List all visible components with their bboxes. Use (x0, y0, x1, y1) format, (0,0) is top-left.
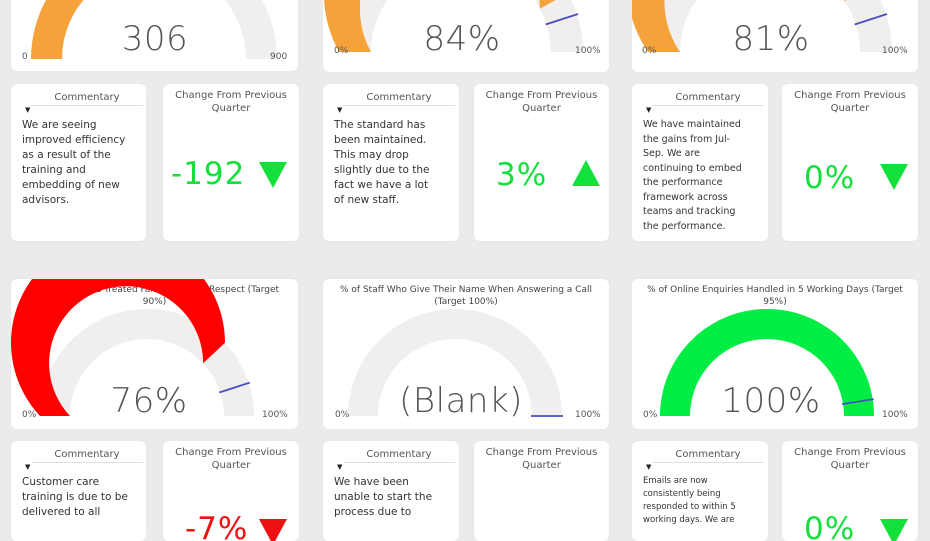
change-title: Change From Previous Quarter (175, 447, 287, 471)
gauge-card-bottom-1[interactable]: % of Customers Treated Fairly and with R… (11, 279, 298, 429)
change-card-6[interactable]: Change From Previous Quarter 0% (782, 441, 918, 541)
commentary-card-1[interactable]: Commentary ▼ We are seeing improved effi… (11, 84, 146, 241)
change-card-5[interactable]: Change From Previous Quarter (474, 441, 609, 541)
gauge-min-label: 0% (642, 46, 657, 56)
change-value: -7% (185, 511, 249, 541)
change-value: 0% (804, 511, 856, 541)
gauge-fill (324, 0, 556, 52)
gauge-fill (11, 279, 225, 416)
caret-down-icon[interactable]: ▼ (646, 106, 652, 114)
gauge-max-label: 100% (882, 410, 908, 420)
commentary-text: The standard has been maintained. This m… (334, 119, 430, 206)
caret-down-icon[interactable]: ▼ (646, 463, 652, 471)
caret-down-icon[interactable]: ▼ (25, 106, 31, 114)
gauge-max-label: 100% (882, 46, 908, 56)
down-arrow-icon (880, 164, 908, 190)
gauge-chart (632, 0, 892, 52)
gauge-card-bottom-3[interactable]: % of Online Enquiries Handled in 5 Worki… (632, 279, 918, 429)
gauge-min-label: 0% (335, 410, 350, 420)
change-card-4[interactable]: Change From Previous Quarter -7% (163, 441, 299, 541)
change-title: Change From Previous Quarter (794, 447, 906, 471)
gauge-target-marker (545, 13, 579, 26)
gauge-max-label: 100% (262, 410, 288, 420)
commentary-card-6[interactable]: Commentary ▼ Emails are now consistently… (632, 441, 768, 541)
gauge-target-marker (854, 13, 888, 26)
gauge-title: % of Online Enquiries Handled in 5 Worki… (647, 285, 903, 307)
gauge-track (348, 308, 562, 416)
gauge-value: 306 (121, 19, 189, 59)
change-value: -192 (171, 156, 246, 192)
gauge-value: 76% (110, 381, 188, 421)
gauge-max-label: 900 (270, 52, 288, 62)
gauge-fill (660, 308, 874, 416)
change-title: Change From Previous Quarter (485, 90, 598, 114)
gauge-target-marker (219, 381, 250, 394)
down-arrow-icon (259, 519, 287, 541)
commentary-card-3[interactable]: Commentary ▼ We have maintained the gain… (632, 84, 768, 241)
commentary-header: Commentary (652, 449, 764, 463)
commentary-text: We have maintained the gains from Jul-Se… (643, 119, 742, 232)
commentary-header: Commentary (343, 449, 455, 463)
commentary-card-4[interactable]: Commentary ▼ Customer care training is d… (11, 441, 146, 541)
commentary-header: Commentary (343, 92, 455, 106)
change-title: Change From Previous Quarter (485, 447, 598, 471)
caret-down-icon[interactable]: ▼ (25, 463, 31, 471)
gauge-value: 100% (721, 381, 821, 421)
gauge-chart (11, 279, 254, 416)
change-value: 0% (804, 160, 856, 196)
up-arrow-icon (572, 160, 600, 186)
commentary-text: We are seeing improved efficiency as a r… (22, 119, 126, 206)
gauge-value: 81% (732, 19, 810, 59)
gauge-fill (31, 0, 84, 59)
gauge-max-label: 100% (575, 410, 601, 420)
caret-down-icon[interactable]: ▼ (337, 106, 343, 114)
gauge-title: % of Staff Who Give Their Name When Answ… (340, 285, 592, 307)
change-card-2[interactable]: Change From Previous Quarter 3% (474, 84, 609, 241)
down-arrow-icon (259, 162, 287, 188)
commentary-text: Customer care training is due to be deli… (22, 476, 128, 518)
commentary-text: We have been unable to start the process… (334, 476, 433, 518)
commentary-card-2[interactable]: Commentary ▼ The standard has been maint… (323, 84, 459, 241)
change-card-3[interactable]: Change From Previous Quarter 0% (782, 84, 918, 241)
gauge-min-label: 0% (22, 410, 37, 420)
gauge-min-label: 0% (334, 46, 349, 56)
gauge-chart (324, 0, 583, 52)
gauge-value: 84% (423, 19, 501, 59)
gauge-fill (632, 0, 847, 52)
gauge-card-bottom-2[interactable]: % of Staff Who Give Their Name When Answ… (323, 279, 609, 429)
commentary-text: Emails are now consistently being respon… (643, 476, 736, 525)
gauge-max-label: 100% (575, 46, 601, 56)
gauge-chart (31, 0, 277, 59)
gauge-target-marker (841, 398, 874, 405)
down-arrow-icon (880, 519, 908, 541)
gauge-card-top-2[interactable]: 84% 0% 100% (323, 0, 609, 72)
gauge-min-label: 0 (22, 52, 28, 62)
gauge-card-top-1[interactable]: 306 0 900 (11, 0, 298, 71)
caret-down-icon[interactable]: ▼ (337, 463, 343, 471)
gauge-min-label: 0% (643, 410, 658, 420)
commentary-card-5[interactable]: Commentary ▼ We have been unable to star… (323, 441, 459, 541)
change-title: Change From Previous Quarter (794, 90, 906, 114)
gauge-card-top-3[interactable]: 81% 0% 100% (632, 0, 918, 72)
gauge-chart (348, 308, 563, 417)
change-title: Change From Previous Quarter (175, 90, 287, 114)
gauge-value: (Blank) (399, 381, 523, 421)
commentary-header: Commentary (31, 449, 143, 463)
change-card-1[interactable]: Change From Previous Quarter -192 (163, 84, 299, 241)
change-value: 3% (496, 157, 548, 193)
commentary-header: Commentary (652, 92, 764, 106)
commentary-header: Commentary (31, 92, 143, 106)
gauge-chart (660, 308, 874, 416)
